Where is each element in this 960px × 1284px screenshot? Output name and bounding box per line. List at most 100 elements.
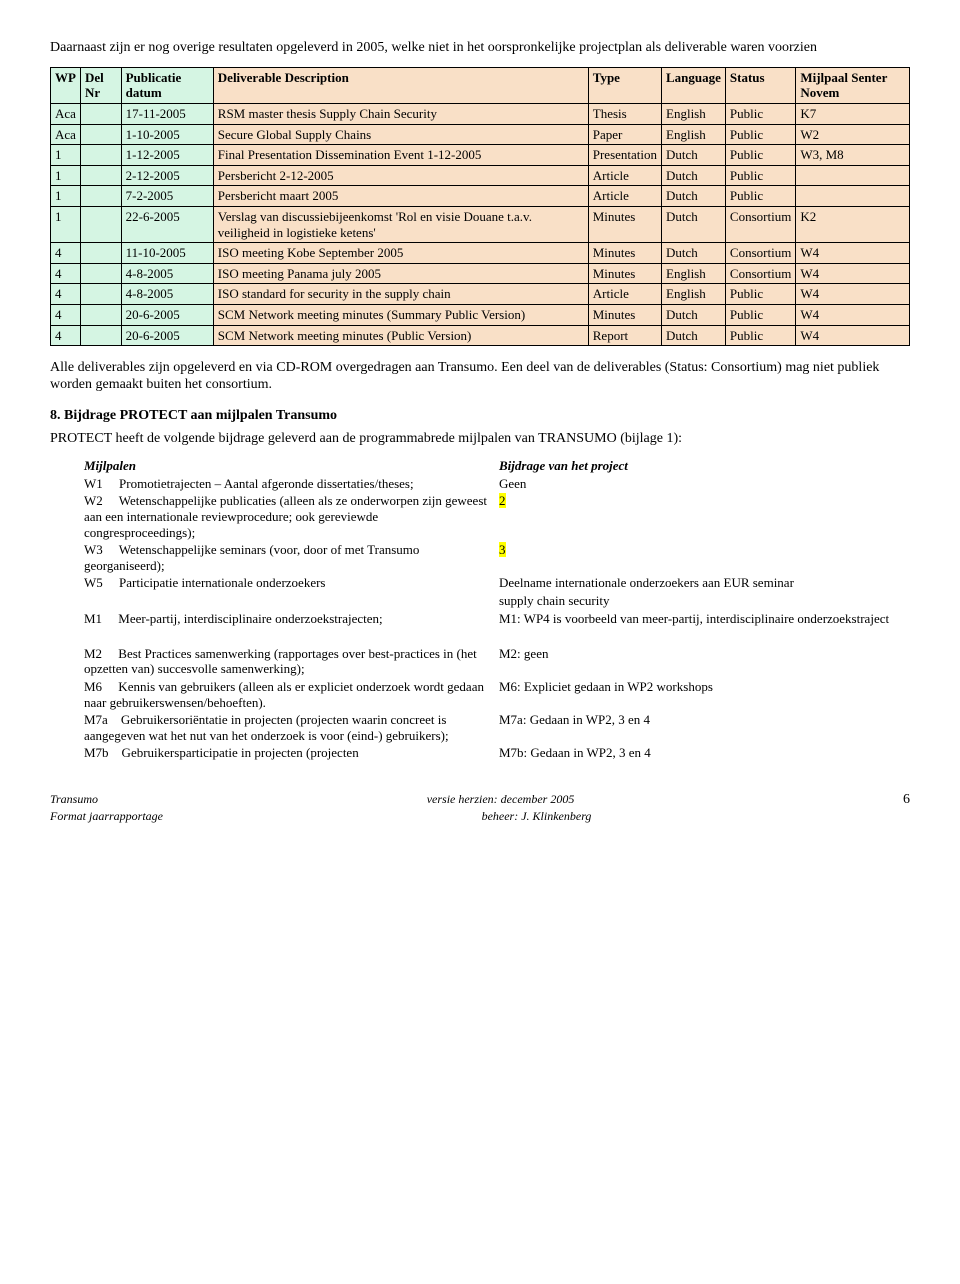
table-cell: [80, 103, 121, 124]
table-cell: Dutch: [662, 325, 726, 346]
mijl-row: W2 Wetenschappelijke publicaties (alleen…: [80, 492, 910, 541]
table-row: Aca17-11-2005RSM master thesis Supply Ch…: [51, 103, 910, 124]
mijl-left: M7a Gebruikersoriëntatie in projecten (p…: [80, 711, 495, 744]
table-cell: K2: [796, 206, 910, 242]
table-cell: Presentation: [588, 145, 661, 166]
table-cell: Dutch: [662, 186, 726, 207]
table-header: Mijlpaal Senter Novem: [796, 67, 910, 103]
mijl-right: Geen: [495, 475, 910, 493]
section8-intro: PROTECT heeft de volgende bijdrage gelev…: [50, 431, 910, 448]
table-cell: Public: [725, 186, 795, 207]
table-cell: 4: [51, 243, 81, 264]
table-cell: 20-6-2005: [121, 325, 213, 346]
table-row: 4 20-6-2005SCM Network meeting minutes (P…: [51, 325, 910, 346]
table-cell: [80, 145, 121, 166]
table-cell: [80, 325, 121, 346]
mijl-right: 3: [495, 541, 910, 574]
table-cell: Aca: [51, 124, 81, 145]
table-cell: 4-8-2005: [121, 284, 213, 305]
table-cell: ISO standard for security in the supply …: [213, 284, 588, 305]
table-cell: Report: [588, 325, 661, 346]
table-header: WP: [51, 67, 81, 103]
mijl-right: M1: WP4 is voorbeeld van meer-partij, in…: [495, 610, 910, 628]
table-cell: Persbericht maart 2005: [213, 186, 588, 207]
mijl-row: W3 Wetenschappelijke seminars (voor, doo…: [80, 541, 910, 574]
table-cell: W2: [796, 124, 910, 145]
table-cell: Minutes: [588, 263, 661, 284]
intro-paragraph: Daarnaast zijn er nog overige resultaten…: [50, 40, 910, 57]
table-cell: W4: [796, 304, 910, 325]
mijl-row: M7b Gebruikersparticipatie in projecten …: [80, 744, 910, 762]
table-cell: Public: [725, 165, 795, 186]
table-cell: Article: [588, 284, 661, 305]
table-row: Aca1-10-2005Secure Global Supply ChainsP…: [51, 124, 910, 145]
table-cell: [80, 186, 121, 207]
mijl-left: M7b Gebruikersparticipatie in projecten …: [80, 744, 495, 762]
table-row: 44-8-2005ISO meeting Panama july 2005Min…: [51, 263, 910, 284]
table-row: 4 4-8-2005ISO standard for security in th…: [51, 284, 910, 305]
section8-title: 8. Bijdrage PROTECT aan mijlpalen Transu…: [50, 408, 910, 425]
mijl-left: M1 Meer-partij, interdisciplinaire onder…: [80, 610, 495, 628]
table-cell: SCM Network meeting minutes (Summary Pub…: [213, 304, 588, 325]
mijl-left: W5 Participatie internationale onderzoek…: [80, 574, 495, 592]
mijl-right: supply chain security: [495, 592, 910, 610]
table-cell: English: [662, 284, 726, 305]
table-cell: Dutch: [662, 145, 726, 166]
table-header: Publicatie datum: [121, 67, 213, 103]
mijl-header-right: Bijdrage van het project: [495, 457, 910, 475]
table-cell: Aca: [51, 103, 81, 124]
table-cell: 4: [51, 304, 81, 325]
deliverables-table: WPDel NrPublicatie datumDeliverable Desc…: [50, 67, 910, 346]
table-cell: English: [662, 263, 726, 284]
mijl-row: M6 Kennis van gebruikers (alleen als er …: [80, 678, 910, 711]
table-cell: Thesis: [588, 103, 661, 124]
table-cell: [80, 243, 121, 264]
table-cell: Public: [725, 284, 795, 305]
mijl-left: W1 Promotietrajecten – Aantal afgeronde …: [80, 475, 495, 493]
table-cell: [80, 124, 121, 145]
table-cell: [80, 284, 121, 305]
table-cell: SCM Network meeting minutes (Public Vers…: [213, 325, 588, 346]
mijl-right: M7a: Gedaan in WP2, 3 en 4: [495, 711, 910, 744]
footer-left1: Transumo: [50, 792, 98, 806]
table-cell: Verslag van discussiebijeenkomst 'Rol en…: [213, 206, 588, 242]
table-header: Deliverable Description: [213, 67, 588, 103]
mijl-left: [80, 592, 495, 610]
table-cell: Dutch: [662, 304, 726, 325]
table-cell: Dutch: [662, 206, 726, 242]
table-cell: 22-6-2005: [121, 206, 213, 242]
table-cell: [796, 186, 910, 207]
table-cell: Secure Global Supply Chains: [213, 124, 588, 145]
table-row: 12-12-2005Persbericht 2-12-2005ArticleDu…: [51, 165, 910, 186]
table-cell: 17-11-2005: [121, 103, 213, 124]
table-cell: 1: [51, 186, 81, 207]
table-cell: 7-2-2005: [121, 186, 213, 207]
table-cell: K7: [796, 103, 910, 124]
table-cell: ISO meeting Kobe September 2005: [213, 243, 588, 264]
table-cell: Minutes: [588, 243, 661, 264]
table-cell: 2-12-2005: [121, 165, 213, 186]
table-row: 1 22-6-2005Verslag van discussiebijeenkom…: [51, 206, 910, 242]
table-cell: [796, 165, 910, 186]
mijl-row: W1 Promotietrajecten – Aantal afgeronde …: [80, 475, 910, 493]
page-footer: Transumo 6 versie herzien: december 2005…: [50, 792, 910, 823]
mijlpalen-table: Mijlpalen Bijdrage van het project W1 Pr…: [80, 457, 910, 762]
mijl-left: M2 Best Practices samenwerking (rapporta…: [80, 645, 495, 678]
footer-left2: Format jaarrapportage: [50, 809, 163, 823]
mijl-row: supply chain security: [80, 592, 910, 610]
table-cell: [80, 304, 121, 325]
mijl-row: M2 Best Practices samenwerking (rapporta…: [80, 645, 910, 678]
table-header: Del Nr: [80, 67, 121, 103]
mijl-row: [80, 627, 910, 645]
table-cell: 4: [51, 284, 81, 305]
table-cell: 1-10-2005: [121, 124, 213, 145]
table-cell: Consortium: [725, 206, 795, 242]
table-cell: 1: [51, 165, 81, 186]
table-cell: 4: [51, 325, 81, 346]
footer-center2: beheer: J. Klinkenberg: [50, 809, 910, 823]
table-cell: 11-10-2005: [121, 243, 213, 264]
table-cell: [80, 206, 121, 242]
table-cell: 1: [51, 206, 81, 242]
footer-page: 6: [903, 792, 910, 809]
table-row: 11-12-2005Final Presentation Disseminati…: [51, 145, 910, 166]
